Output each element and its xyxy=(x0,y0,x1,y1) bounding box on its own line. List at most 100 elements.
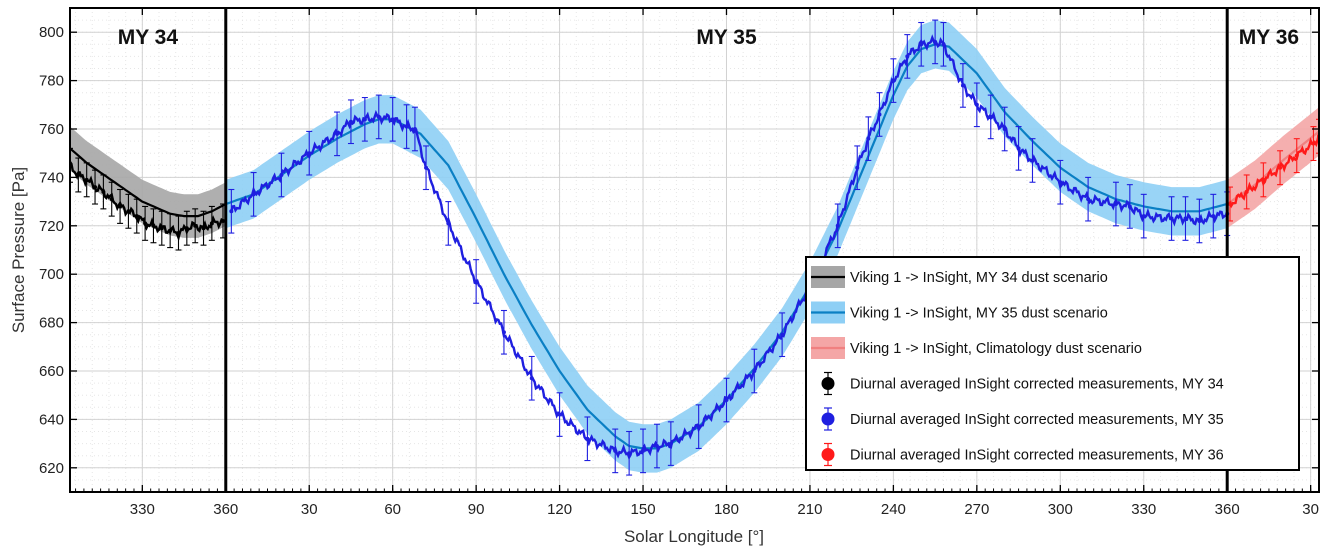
legend-marker xyxy=(821,448,835,461)
x-tick-label: 150 xyxy=(631,501,656,518)
measurement-point xyxy=(167,213,174,249)
measurement-point xyxy=(1182,196,1189,241)
measurement-point xyxy=(865,116,872,162)
measurement-point xyxy=(500,309,507,355)
measurement-point xyxy=(423,145,430,191)
measurement-point xyxy=(1029,138,1036,183)
measurement-point xyxy=(1226,186,1233,222)
x-tick-label: 30 xyxy=(301,501,318,518)
y-tick-label: 700 xyxy=(39,266,64,283)
x-tick-label: 90 xyxy=(468,501,485,518)
measurement-point xyxy=(973,82,980,128)
model-line xyxy=(1226,130,1319,205)
measurement-point xyxy=(100,174,107,210)
legend-entry: Diurnal averaged InSight corrected measu… xyxy=(821,442,1224,467)
measurement-trace xyxy=(1228,133,1319,209)
measurement-point xyxy=(200,210,207,246)
legend-entry: Diurnal averaged InSight corrected measu… xyxy=(821,407,1224,431)
measurement-point xyxy=(854,145,861,191)
y-tick-label: 660 xyxy=(39,363,64,380)
measurement-point xyxy=(653,423,660,469)
measurement-point xyxy=(1293,138,1300,174)
y-tick-label: 720 xyxy=(39,218,64,235)
measurement-point xyxy=(158,210,165,246)
legend-entry: Diurnal averaged InSight corrected measu… xyxy=(821,371,1224,396)
legend-label: Viking 1 -> InSight, Climatology dust sc… xyxy=(850,341,1142,357)
year-labels: MY 34 MY 35 MY 36 xyxy=(118,26,1299,49)
measurement-point xyxy=(228,188,235,234)
legend-entry: Viking 1 -> InSight, Climatology dust sc… xyxy=(811,337,1142,359)
measurement-point xyxy=(208,205,215,241)
y-tick-label: 760 xyxy=(39,121,64,138)
measurement-point xyxy=(142,205,149,241)
legend-label: Diurnal averaged InSight corrected measu… xyxy=(850,412,1224,428)
uncertainty-band xyxy=(70,126,226,238)
measurement-point xyxy=(92,169,99,205)
measurement-point xyxy=(133,198,140,234)
measurement-point xyxy=(175,215,182,251)
measurement-trace xyxy=(230,34,1228,461)
measurement-point xyxy=(1126,184,1133,229)
legend-label: Viking 1 -> InSight, MY 34 dust scenario xyxy=(850,270,1108,286)
plot-area xyxy=(70,19,1319,476)
measurement-point xyxy=(667,421,674,466)
measurement-point xyxy=(918,21,925,67)
x-tick-label: 300 xyxy=(1048,501,1073,518)
measurement-point xyxy=(1210,193,1217,239)
measurement-point xyxy=(1260,162,1267,198)
year-label: MY 36 xyxy=(1239,26,1299,49)
legend-marker xyxy=(821,412,835,426)
y-axis-title: Surface Pressure [Pa] xyxy=(9,167,28,333)
measurement-point xyxy=(403,104,410,149)
measurement-point xyxy=(1277,150,1284,186)
legend-box xyxy=(805,256,1300,471)
measurement-point xyxy=(528,355,535,401)
y-tick-label: 780 xyxy=(39,73,64,90)
measurement-point xyxy=(306,130,313,176)
measurement-point xyxy=(1243,174,1250,210)
x-tick-label: 120 xyxy=(547,501,572,518)
legend-label: Viking 1 -> InSight, MY 35 dust scenario xyxy=(850,306,1108,322)
measurement-point xyxy=(1001,106,1008,152)
x-tick-label: 60 xyxy=(384,501,401,518)
measurement-point xyxy=(1112,181,1119,227)
x-tick-label: 210 xyxy=(797,501,822,518)
measurement-point xyxy=(876,92,883,137)
measurement-point xyxy=(932,19,939,65)
legend: Viking 1 -> InSight, MY 34 dust scenario… xyxy=(805,256,1300,471)
measurement-point xyxy=(1015,126,1022,171)
y-tick-label: 620 xyxy=(39,460,64,477)
legend-marker xyxy=(821,377,835,390)
measurement-point xyxy=(411,106,418,152)
measurement-point xyxy=(250,172,257,217)
measurement-point xyxy=(445,201,452,246)
measurement-point xyxy=(125,193,132,229)
y-tick-label: 640 xyxy=(39,411,64,428)
measurement-point xyxy=(987,94,994,140)
measurement-point xyxy=(183,210,190,246)
measurement-point xyxy=(1085,176,1092,222)
legend-label: Diurnal averaged InSight corrected measu… xyxy=(850,377,1224,393)
measurement-point xyxy=(890,58,897,103)
measurement-point xyxy=(150,208,157,244)
measurement-point xyxy=(389,96,396,142)
measurement-point xyxy=(108,181,115,217)
measurement-point xyxy=(347,99,354,145)
measurement-points xyxy=(70,19,1319,476)
measurement-point xyxy=(1140,193,1147,239)
measurement-point xyxy=(779,312,786,358)
x-tick-label: 270 xyxy=(964,501,989,518)
x-tick-label: 240 xyxy=(881,501,906,518)
measurement-point xyxy=(959,63,966,108)
measurement-point xyxy=(75,157,82,193)
measurement-point xyxy=(723,377,730,423)
year-label: MY 34 xyxy=(118,26,179,49)
measurement-point xyxy=(626,430,633,476)
measurement-point xyxy=(375,94,382,140)
measurement-point xyxy=(640,428,647,474)
measurement-point xyxy=(117,188,124,224)
measurement-point xyxy=(83,162,90,198)
measurement-point xyxy=(751,348,758,394)
model-line xyxy=(70,147,227,218)
